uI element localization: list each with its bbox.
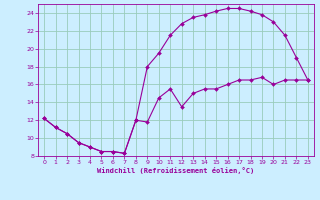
X-axis label: Windchill (Refroidissement éolien,°C): Windchill (Refroidissement éolien,°C) [97, 167, 255, 174]
